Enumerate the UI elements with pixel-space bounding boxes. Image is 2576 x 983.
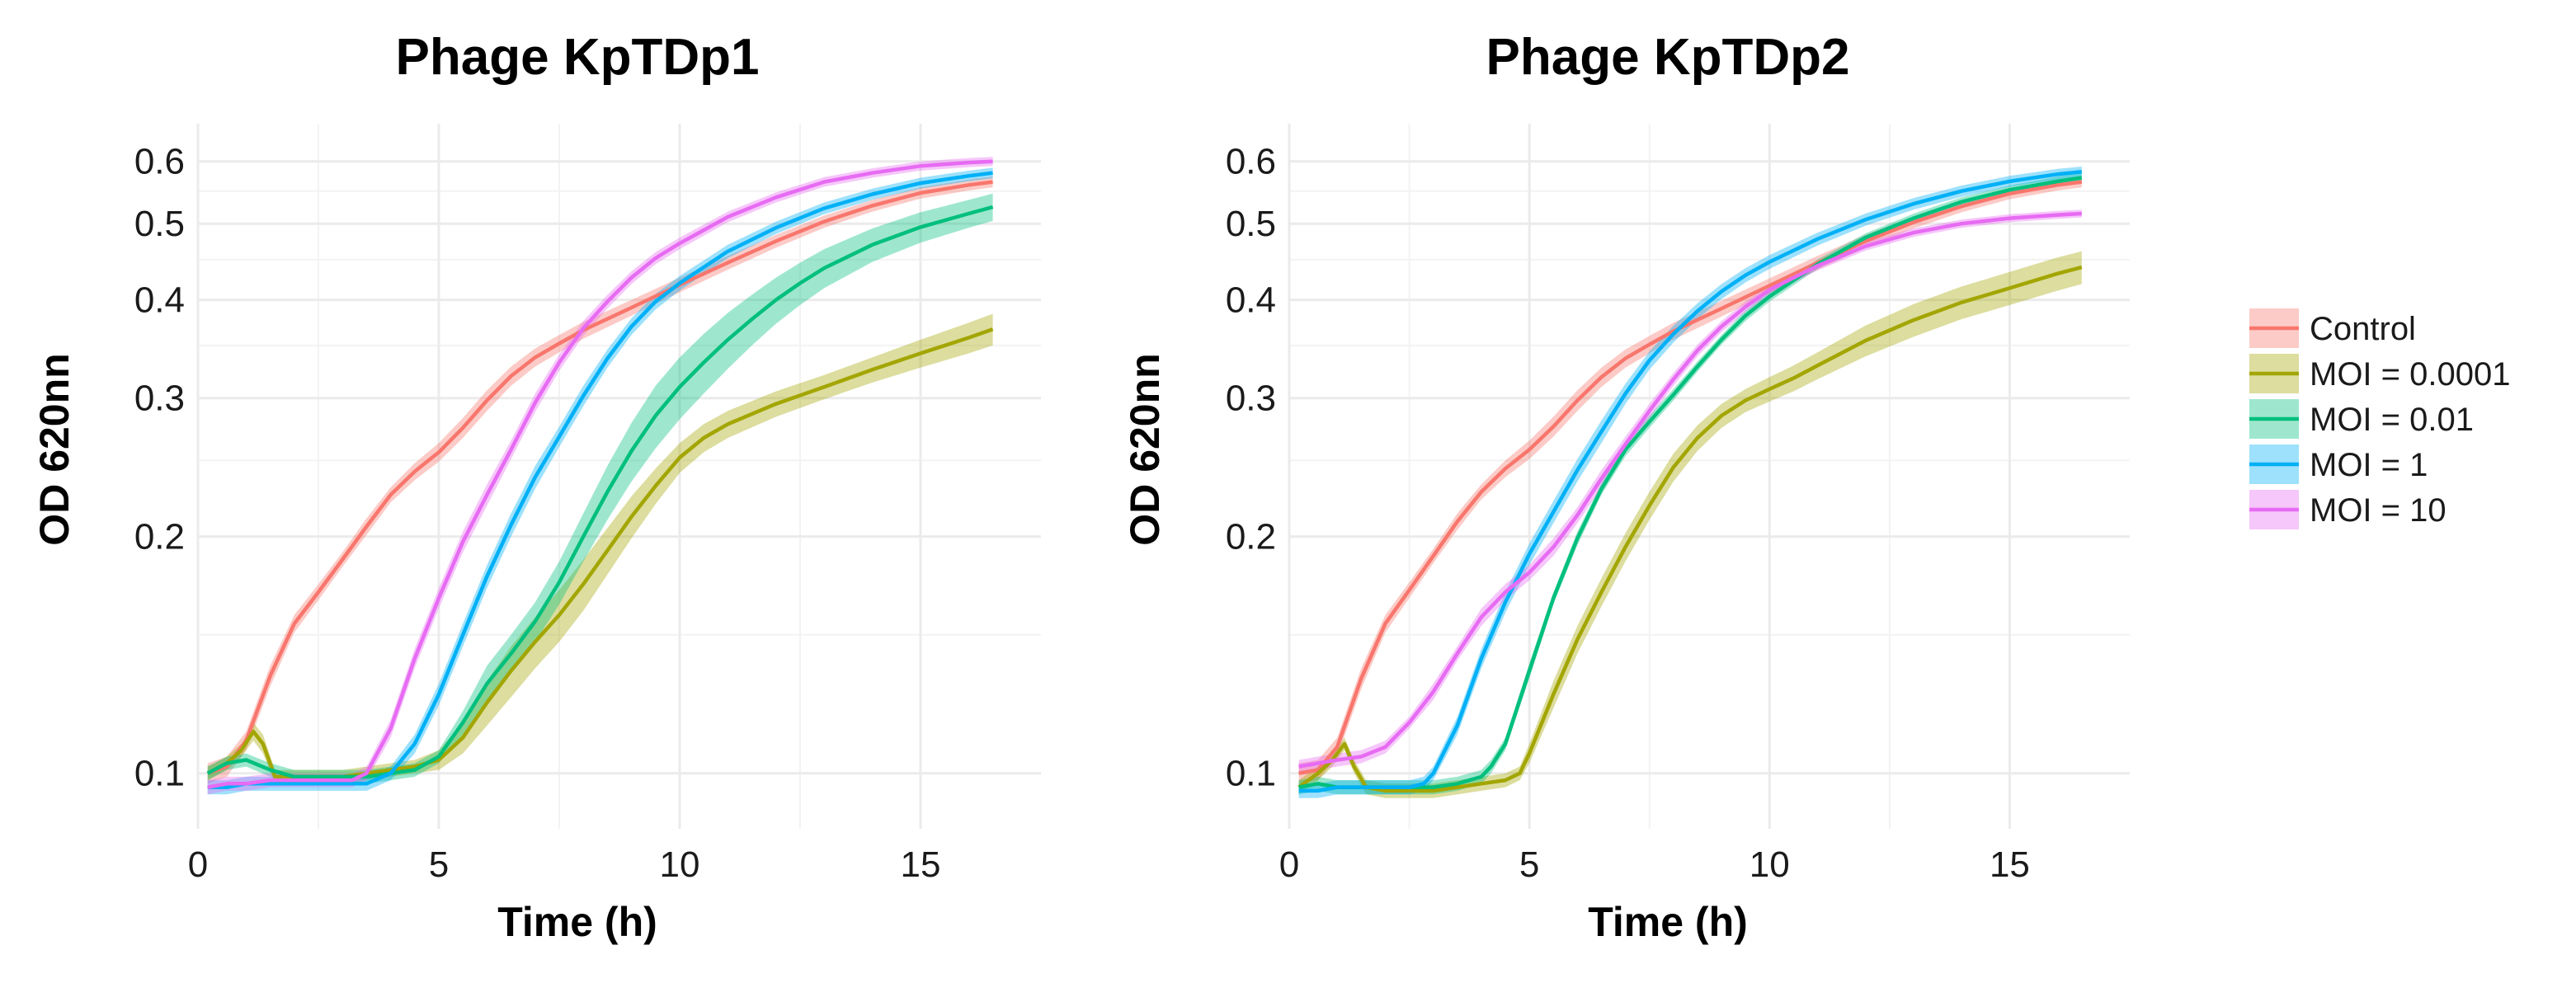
series-line-moi-1 (207, 171, 993, 789)
x-tick-label: 10 (660, 844, 700, 885)
ribbon-moi-0-0001 (1298, 251, 2082, 798)
ribbon-moi-1 (1298, 167, 2082, 798)
legend-label: MOI = 0.01 (2310, 402, 2474, 438)
series-line-moi-0-01 (206, 205, 994, 779)
series-line-moi-10 (1298, 211, 2082, 769)
series-line-moi-1 (1298, 170, 2083, 793)
y-tick-label: 0.2 (1226, 517, 1276, 557)
y-axis-title: OD 620nn (31, 353, 78, 545)
legend: Control MOI = 0.0001 MOI = 0.01 MOI = 1 MOI … (2249, 308, 2510, 529)
legend-item: MOI = 0.01 (2249, 399, 2474, 439)
y-axis-title: OD 620nn (1122, 353, 1168, 545)
panel-kptdp2: 0 5 10 15 0.1 0.2 0.3 0.4 0.5 0.6 Phage KpTDp2 Ti… (1122, 29, 2130, 945)
x-tick-label: 5 (1519, 844, 1539, 885)
y-tick-label: 0.5 (134, 204, 185, 244)
chart-title: Phage KpTDp2 (1486, 29, 1850, 86)
ribbon-control (207, 176, 993, 784)
legend-item: MOI = 10 (2249, 490, 2446, 529)
legend-label: MOI = 1 (2310, 447, 2428, 483)
panel-kptdp1: 0 5 10 15 0.1 0.2 0.3 0.4 0.5 0.6 Phage KpTDp1 Ti… (31, 29, 1041, 945)
y-tick-label: 0.2 (134, 517, 185, 557)
y-tick-label: 0.1 (1226, 754, 1276, 794)
y-tick-label: 0.3 (134, 379, 185, 419)
x-axis-title: Time (h) (1588, 899, 1748, 945)
legend-label: MOI = 10 (2310, 492, 2446, 529)
series-line-moi-10 (207, 159, 993, 789)
plot-area: 0 5 10 15 0.1 0.2 0.3 0.4 0.5 0.6 (1226, 124, 2130, 885)
y-tick-label: 0.4 (1226, 280, 1276, 321)
y-tick-label: 0.5 (1226, 204, 1276, 244)
legend-item: MOI = 0.0001 (2249, 354, 2510, 393)
ribbon-moi-0-0001 (207, 313, 993, 784)
x-tick-label: 15 (1990, 844, 2030, 885)
series-line-moi-0-01 (1298, 176, 2083, 789)
x-tick-label: 0 (1279, 844, 1299, 885)
legend-label: MOI = 0.0001 (2310, 356, 2510, 393)
ribbon-moi-0-01 (1298, 172, 2082, 795)
x-tick-label: 15 (901, 844, 941, 885)
x-tick-label: 0 (188, 844, 208, 885)
y-tick-label: 0.6 (134, 142, 185, 182)
legend-label: Control (2310, 311, 2416, 347)
ribbon-control (1298, 176, 2082, 784)
y-tick-label: 0.4 (134, 280, 185, 321)
series-line-control (1298, 180, 2083, 775)
y-tick-label: 0.1 (134, 754, 185, 794)
ribbon-moi-0-01 (207, 193, 993, 784)
series-line-moi-0-0001 (206, 327, 994, 779)
plot-area: 0 5 10 15 0.1 0.2 0.3 0.4 0.5 0.6 (134, 124, 1041, 885)
y-tick-label: 0.3 (1226, 379, 1276, 419)
legend-item: MOI = 1 (2249, 444, 2428, 484)
legend-item: Control (2249, 308, 2416, 348)
x-tick-label: 10 (1750, 844, 1790, 885)
chart-title: Phage KpTDp1 (396, 29, 760, 86)
series-line-control (206, 180, 993, 775)
y-tick-label: 0.6 (1226, 142, 1276, 182)
x-axis-title: Time (h) (497, 899, 657, 945)
x-tick-label: 5 (429, 844, 449, 885)
